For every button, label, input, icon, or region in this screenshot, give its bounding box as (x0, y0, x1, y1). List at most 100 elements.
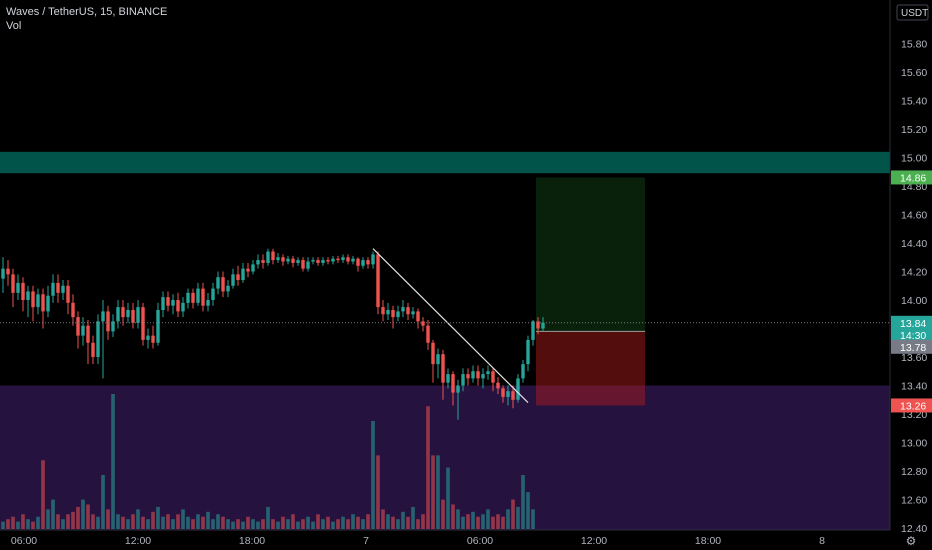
volume-bar (196, 514, 200, 529)
candle-body (251, 264, 255, 272)
long-position-tool[interactable] (536, 177, 645, 406)
price-label-box (891, 339, 932, 354)
volume-bar (416, 519, 420, 529)
candle-body (406, 307, 410, 315)
volume-indicator-label[interactable]: Vol (6, 20, 22, 32)
candle-body (341, 257, 345, 261)
volume-bar (516, 506, 520, 529)
candle-body (196, 288, 200, 303)
volume-bar (61, 519, 65, 529)
volume-bar (11, 516, 15, 529)
volume-bar (461, 516, 465, 529)
candle-body (531, 321, 535, 340)
volume-bar (261, 519, 265, 529)
volume-bar (171, 519, 175, 529)
volume-bar (371, 421, 375, 529)
volume-bar (501, 516, 505, 529)
candle-body (366, 260, 370, 265)
chart-overlays (0, 248, 890, 404)
volume-bar (151, 511, 155, 529)
candle-body (56, 282, 60, 293)
volume-bar (46, 509, 50, 529)
volume-bar (41, 460, 45, 529)
volume-bar (241, 521, 245, 529)
volume-bar (226, 519, 230, 529)
candle-body (426, 325, 430, 343)
volume-bar (391, 516, 395, 529)
price-tick-label: 15.00 (901, 153, 927, 165)
price-label-text: 14.86 (900, 172, 926, 184)
candle-body (291, 258, 295, 263)
volume-bar (136, 509, 140, 529)
volume-bar (236, 519, 240, 529)
volume-bar (386, 514, 390, 529)
candle-body (81, 325, 85, 336)
candle-body (156, 309, 160, 343)
volume-bar (36, 516, 40, 529)
candle-body (416, 311, 420, 322)
candle-body (16, 282, 20, 293)
volume-bar (111, 394, 115, 529)
time-tick-label: 7 (363, 535, 369, 547)
candle-body (126, 309, 130, 318)
candle-body (166, 297, 170, 306)
candle-body (351, 258, 355, 262)
candle-body (401, 307, 405, 312)
candle-body (311, 260, 315, 262)
volume-bar (206, 511, 210, 529)
candle-body (436, 354, 440, 365)
volume-bar (181, 509, 185, 529)
symbol-title[interactable]: Waves / TetherUS, 15, BINANCE (6, 6, 168, 18)
candle-body (471, 371, 475, 379)
volume-bar (301, 519, 305, 529)
candle-body (66, 285, 70, 303)
volume-bar (211, 519, 215, 529)
volume-bar (161, 516, 165, 529)
candle-body (216, 277, 220, 289)
trendline (372, 248, 529, 404)
volume-bar (126, 519, 130, 529)
candle-body (181, 302, 185, 312)
candle-body (21, 282, 25, 300)
time-tick-label: 8 (819, 535, 825, 547)
candle-body (506, 391, 510, 397)
candle-body (206, 300, 210, 306)
price-label-text: 13.78 (900, 342, 926, 354)
price-tick-label: 15.60 (901, 67, 927, 79)
volume-bar (81, 499, 85, 529)
volume-bar (361, 519, 365, 529)
volume-bar (281, 516, 285, 529)
volume-bar (176, 514, 180, 529)
price-label-box (891, 170, 932, 185)
volume-bar (201, 516, 205, 529)
candle-body (191, 292, 195, 303)
candle-body (431, 342, 435, 365)
volume-bar (451, 504, 455, 529)
volume-bar (91, 514, 95, 529)
candle-body (106, 311, 110, 332)
candle-body (331, 258, 335, 262)
time-tick-label: 06:00 (467, 535, 493, 547)
price-axis[interactable]: 15.8015.6015.4015.2015.0014.8014.6014.40… (896, 4, 929, 535)
candle-body (521, 364, 525, 379)
candle-body (486, 371, 490, 375)
profit-target-area (536, 177, 645, 332)
volume-bar (76, 506, 80, 529)
candle-body (51, 282, 55, 296)
volume-bar (231, 521, 235, 529)
chart-zones (0, 151, 890, 530)
candle-body (376, 254, 380, 308)
volume-bar (96, 516, 100, 529)
candle-body (386, 309, 390, 315)
volume-bar (106, 509, 110, 529)
volume-bar (156, 506, 160, 529)
candle-body (11, 274, 15, 293)
volume-bar (511, 499, 515, 529)
candle-body (321, 260, 325, 263)
time-axis[interactable]: 06:00 12:00 18:00 7 06:00 12:00 18:00 8 ⚙ (11, 534, 917, 548)
volume-bar (466, 514, 470, 529)
volume-bar (21, 514, 25, 529)
candle-body (536, 321, 540, 329)
